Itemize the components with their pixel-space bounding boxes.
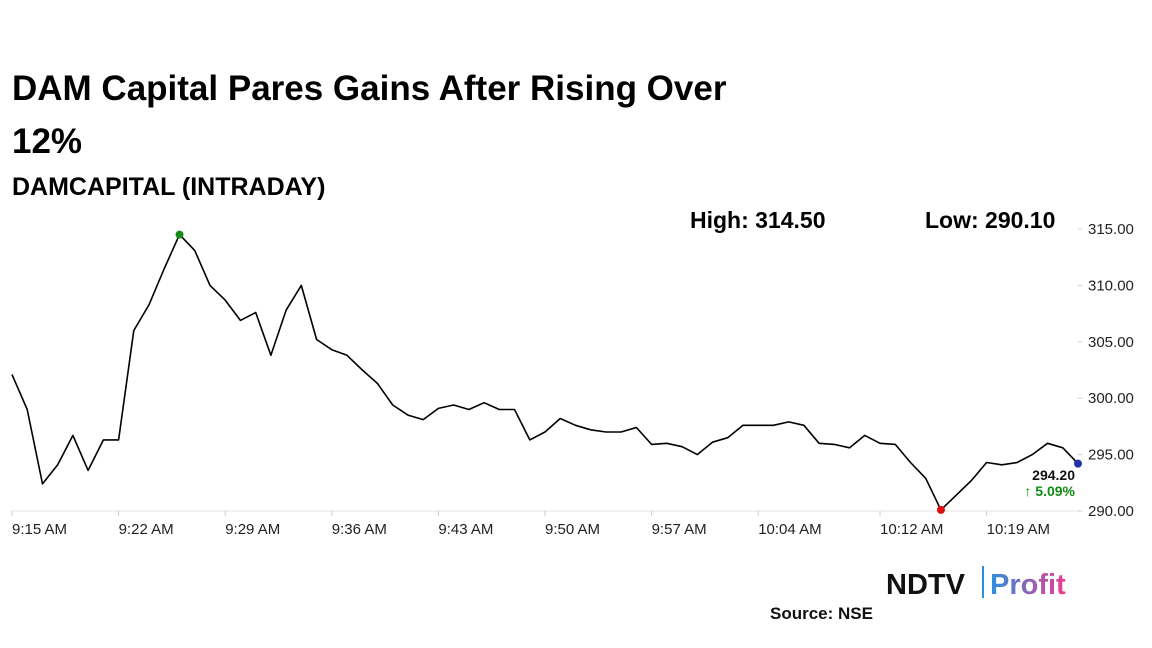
x-tick-label: 9:43 AM [438,521,493,538]
source: Source: NSE [770,604,873,623]
high-label: High: 314.50 [690,207,826,233]
x-tick-label: 10:12 AM [880,521,943,538]
y-tick-label: 305.00 [1088,334,1134,351]
x-tick-label: 9:29 AM [225,521,280,538]
y-tick-label: 315.00 [1088,221,1134,238]
last-price-label: 294.20 [1032,467,1075,483]
price-line [11,233,1079,511]
low-marker [936,505,945,514]
chart-title: DAM Capital Pares Gains After Rising Ove… [12,69,727,108]
x-tick-label: 10:04 AM [758,521,821,538]
x-tick-label: 9:36 AM [332,521,387,538]
y-tick-label: 290.00 [1088,503,1134,520]
x-tick-label: 9:50 AM [545,521,600,538]
chart-title-line: 12% [12,122,82,161]
chart-subtitle: DAMCAPITAL (INTRADAY) [12,173,325,201]
low-label: Low: 290.10 [925,207,1055,233]
change-label: ↑ 5.09% [1024,483,1075,499]
logo-product: Profit [990,569,1066,601]
y-tick-label: 310.00 [1088,277,1134,294]
x-tick-label: 9:15 AM [12,521,67,538]
x-tick-label: 9:57 AM [652,521,707,538]
high-marker [175,230,184,239]
logo-brand: NDTV [886,569,966,601]
x-tick-label: 9:22 AM [119,521,174,538]
y-tick-label: 295.00 [1088,447,1134,464]
x-tick-label: 10:19 AM [987,521,1050,538]
last-marker [1074,459,1082,468]
y-tick-label: 300.00 [1088,390,1134,407]
